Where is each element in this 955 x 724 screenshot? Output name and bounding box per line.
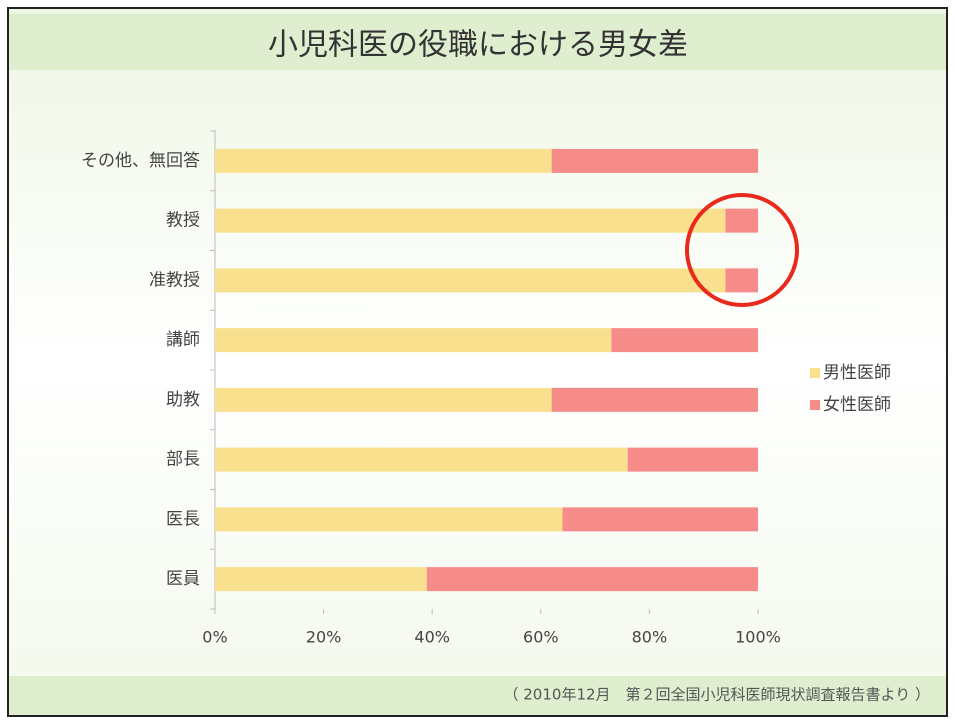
y-tick-label: 准教授 [149,270,200,290]
bar-segment [215,208,726,233]
y-tick-label: その他、無回答 [81,151,200,171]
y-tick-label: 助教 [166,390,200,410]
bar-segment [426,567,758,592]
bar-segment [215,567,427,592]
x-tick-label: 20% [306,628,342,647]
x-tick-label: 40% [414,628,450,647]
x-tick-label: 60% [523,628,559,647]
bar-segment [215,268,726,293]
plot: 0% 20% 40% 60% 80% 100% その他、無回答教授准教授講師助教部長医長医員… [81,130,891,647]
y-tick-label: 医長 [166,509,200,529]
bar-segment [611,328,758,353]
legend-swatch [810,400,820,410]
bar-segment [215,328,612,353]
legend-label: 男性医師 [823,363,891,383]
bar-segment [725,268,758,293]
bar-segment [215,507,563,532]
bar-segment [215,447,628,472]
legend-swatch [810,368,820,378]
y-tick-label: 講師 [166,330,200,350]
bar-segment [627,447,758,472]
footnote: （ 2010年12月 第２回全国小児科医師現状調査報告書より ） [504,686,931,704]
highlight-circle [685,193,799,307]
bar-segment [725,208,758,233]
x-tick-label: 100% [735,628,781,647]
bar-segment [215,387,552,412]
x-tick-label: 0% [202,628,227,647]
y-tick-label: 教授 [166,211,200,231]
chart-title: 小児科医の役職における男女差 [268,28,688,63]
x-tick-label: 80% [632,628,668,647]
legend-label: 女性医師 [823,395,891,415]
bar-segment [562,507,758,532]
bar-segment [215,148,552,173]
title-band [9,14,946,70]
bar-segment [551,387,758,412]
frame [7,7,948,717]
bar-segment [551,148,758,173]
y-tick-label: 部長 [166,450,200,470]
y-tick-label: 医員 [166,569,200,589]
footer-band [9,676,946,715]
